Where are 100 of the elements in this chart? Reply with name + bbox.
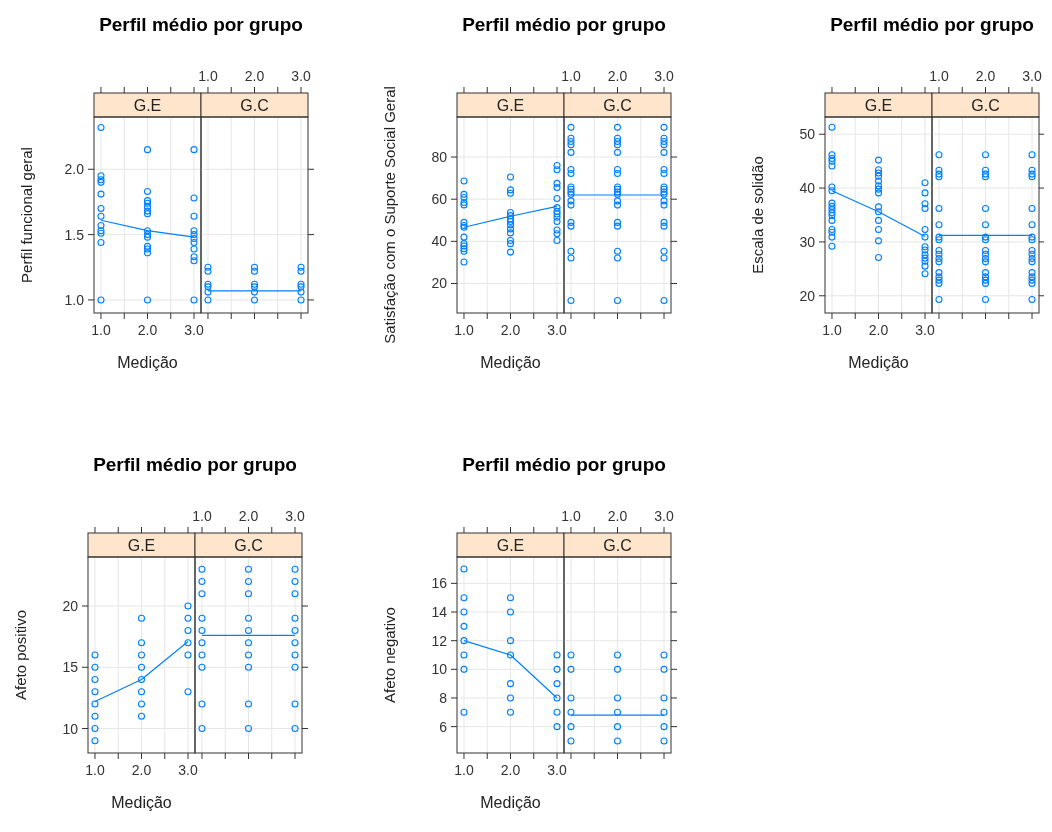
point <box>506 217 515 226</box>
point <box>184 614 192 622</box>
point <box>297 263 305 271</box>
point <box>460 622 468 630</box>
x2-tick-label: 1.0 <box>561 508 581 524</box>
point <box>921 189 929 197</box>
point <box>143 207 152 215</box>
point <box>553 161 561 170</box>
x2-tick-label: 2.0 <box>238 508 259 524</box>
point <box>291 565 299 573</box>
point <box>460 665 468 673</box>
point <box>935 221 943 229</box>
point <box>198 639 206 647</box>
point <box>553 207 561 215</box>
chart-subtitle: G.C <box>971 97 1000 114</box>
chart-subtitle: G.E <box>864 97 893 114</box>
point <box>1028 170 1036 178</box>
point <box>198 663 206 671</box>
point <box>553 708 561 716</box>
point <box>935 258 943 266</box>
point <box>660 141 668 149</box>
y-axis-title: Perfil funcional geral <box>18 147 35 283</box>
point <box>613 201 622 209</box>
point <box>981 173 990 181</box>
point <box>190 257 198 265</box>
point <box>553 217 561 226</box>
point <box>97 172 105 180</box>
point <box>250 296 259 304</box>
point <box>981 250 990 258</box>
point <box>921 270 929 278</box>
point <box>660 651 668 659</box>
x2-tick-label: 3.0 <box>654 508 674 524</box>
point <box>137 712 146 720</box>
point <box>613 197 622 205</box>
point <box>874 253 883 262</box>
point <box>567 148 575 156</box>
point <box>921 262 929 270</box>
point <box>506 189 515 197</box>
point <box>506 186 515 194</box>
y-tick-label: 2.0 <box>64 161 85 178</box>
point <box>506 248 515 256</box>
point <box>660 218 668 226</box>
point <box>660 148 668 156</box>
point <box>553 184 561 192</box>
point <box>613 141 622 149</box>
point <box>184 688 192 696</box>
point <box>874 185 883 193</box>
point <box>921 225 929 234</box>
point <box>553 195 561 203</box>
x2-tick-label: 3.0 <box>654 68 674 84</box>
x-tick-label: 3.0 <box>547 322 567 338</box>
point <box>1028 258 1036 266</box>
point <box>874 225 883 234</box>
chart-subtitle: G.E <box>133 97 162 114</box>
point <box>143 296 152 304</box>
point <box>935 151 943 159</box>
point <box>190 296 198 304</box>
point <box>981 258 990 266</box>
point <box>935 250 943 258</box>
x2-tick-label: 2.0 <box>244 68 265 84</box>
point <box>660 247 668 255</box>
point <box>981 255 990 263</box>
chart-subtitle: G.C <box>234 537 263 554</box>
chart-title: Perfil médio por grupo <box>462 454 666 475</box>
point <box>921 251 929 259</box>
point <box>935 273 943 281</box>
point <box>553 680 561 688</box>
point <box>460 190 468 198</box>
point <box>297 267 305 275</box>
point <box>506 215 515 223</box>
point <box>190 234 198 243</box>
point <box>567 222 575 230</box>
chart-subtitle: G.C <box>603 537 632 554</box>
x2-tick-label: 2.0 <box>607 508 628 524</box>
point <box>190 231 198 239</box>
point <box>506 637 515 645</box>
point <box>567 708 575 716</box>
point <box>935 279 943 287</box>
point <box>297 280 305 288</box>
point <box>935 204 943 213</box>
point <box>250 267 259 275</box>
point <box>244 565 253 573</box>
point <box>291 614 299 622</box>
point <box>244 590 253 598</box>
point <box>137 639 146 647</box>
x-tick-label: 2.0 <box>500 322 521 338</box>
point <box>660 222 668 230</box>
point <box>660 665 668 673</box>
point <box>567 137 575 145</box>
point <box>981 276 990 284</box>
point <box>660 694 668 702</box>
point <box>553 213 561 221</box>
point <box>204 263 212 271</box>
y-tick-label: 8 <box>439 689 448 706</box>
point <box>660 134 668 142</box>
chart-subtitle: G.E <box>496 97 525 114</box>
point <box>828 183 836 191</box>
point <box>143 146 152 154</box>
point <box>97 296 105 304</box>
point <box>198 651 206 659</box>
